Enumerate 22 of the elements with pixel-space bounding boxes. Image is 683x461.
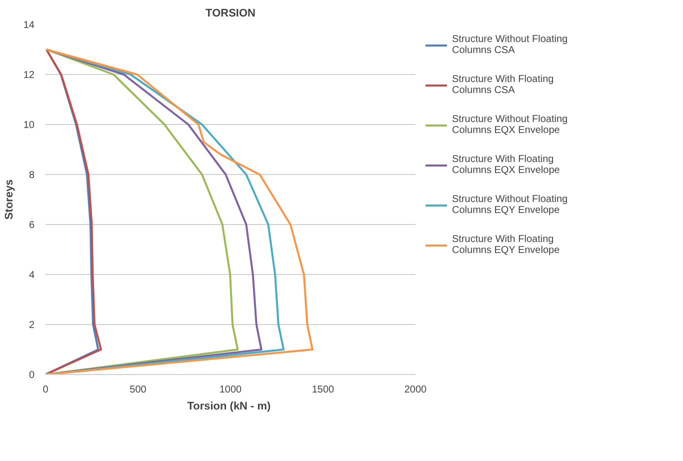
y-tick-label: 2: [28, 320, 35, 331]
legend-label: Structure Without Floating Columns CSA: [452, 34, 568, 56]
y-axis-title: Storeys: [3, 179, 16, 220]
y-tick-label: 10: [23, 120, 35, 131]
chart-title: TORSION: [206, 8, 256, 20]
legend-label: Structure Without Floating Columns EQX Envelope: [452, 114, 568, 136]
y-tick-label: 14: [23, 20, 35, 31]
y-tick-label: 4: [28, 270, 35, 281]
x-tick-label: 2000: [404, 384, 428, 396]
legend-label: Structure With Floating Columns EQX Envelope: [452, 154, 560, 176]
y-tick-label: 8: [28, 170, 35, 181]
legend-label: Structure Without Floating Columns EQY Envelope: [452, 194, 568, 216]
x-axis-title: Torsion (kN - m): [187, 400, 272, 412]
y-tick-label: 6: [28, 220, 35, 231]
legend-label: Structure With Floating Columns CSA: [452, 74, 554, 96]
y-tick-label: 0: [28, 370, 35, 381]
x-tick-label: 1500: [312, 384, 335, 396]
x-tick-label: 500: [130, 384, 147, 396]
x-tick-label: 0: [42, 384, 49, 396]
x-tick-label: 1000: [219, 384, 242, 396]
legend-label: Structure With Floating Columns EQY Envelope: [452, 234, 560, 256]
y-tick-label: 12: [23, 70, 35, 81]
